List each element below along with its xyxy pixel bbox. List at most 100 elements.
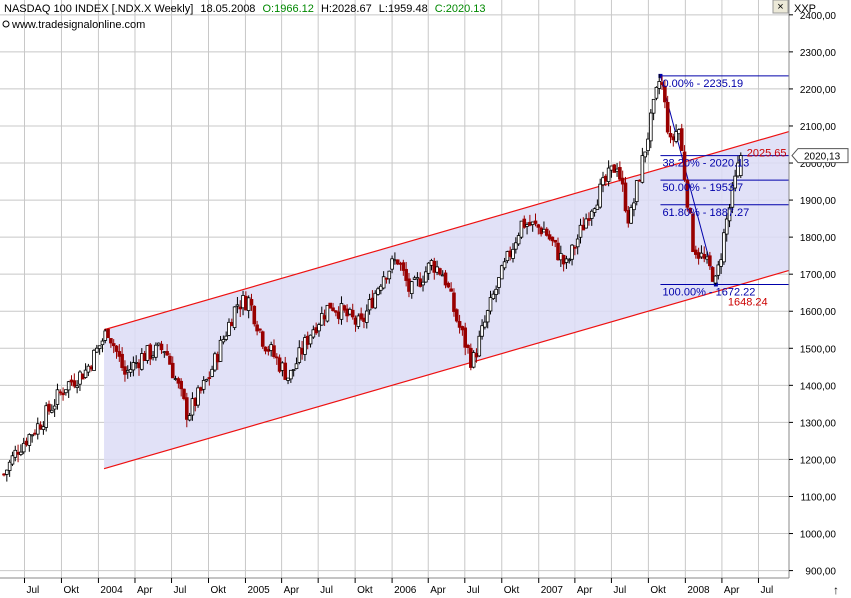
y-tick-label: 2000,00	[800, 159, 837, 170]
candle-body	[651, 98, 656, 114]
candle-body	[438, 268, 442, 275]
x-tick-label: 2008	[687, 585, 710, 596]
candle-body	[643, 151, 647, 158]
x-tick-label: Apr	[724, 585, 740, 596]
candle-body	[539, 227, 543, 235]
candle-body	[78, 371, 82, 385]
candle-body	[421, 281, 425, 286]
candle-body	[387, 270, 392, 280]
candle-body	[10, 455, 15, 465]
candle-body	[404, 268, 408, 281]
close-button[interactable]: ×	[772, 0, 789, 14]
candle-body	[637, 179, 642, 182]
candle-body	[373, 292, 378, 309]
candle-body	[283, 362, 288, 380]
candle-body	[269, 344, 273, 351]
candle-body	[2, 473, 6, 476]
y-axis: 900,00 1000,00 1100,00 1200,00 1300,00 1400,0…	[789, 11, 836, 578]
candle-body	[657, 81, 662, 89]
candle-body	[677, 129, 681, 135]
candle-body	[615, 168, 619, 172]
candle-body	[156, 342, 161, 346]
candle-body	[550, 236, 555, 242]
candle-body	[390, 258, 394, 270]
candle-body	[696, 252, 701, 259]
candle-body	[620, 177, 625, 185]
candle-body	[213, 353, 217, 371]
candle-body	[665, 101, 670, 133]
trend-channel[interactable]	[103, 130, 790, 470]
candle-body	[311, 329, 316, 338]
candle-body	[547, 234, 552, 240]
candle-body	[595, 204, 600, 210]
candle-body	[303, 337, 307, 355]
candle-body	[24, 440, 29, 446]
candle-body	[426, 262, 431, 274]
x-tick-label: Apr	[577, 585, 593, 596]
candle-body	[567, 259, 572, 262]
candle-body	[300, 347, 304, 355]
candle-body	[305, 335, 310, 345]
y-tick-label: 2100,00	[800, 122, 837, 133]
candle-body	[367, 299, 372, 311]
candle-body	[649, 112, 653, 142]
candle-body	[114, 345, 119, 352]
arrow-up-icon: ↑	[833, 583, 839, 597]
candle-body	[50, 409, 54, 413]
scroll-up-button[interactable]: ↑	[833, 583, 839, 597]
candle-body	[519, 220, 524, 238]
candle-body	[671, 136, 676, 141]
channel-lower-line	[103, 269, 790, 470]
header-low: L:1959.48	[379, 3, 428, 15]
fib-level-label: 61.80% - 1887.27	[662, 207, 749, 219]
candle-body	[331, 307, 335, 312]
candle-body	[272, 345, 276, 357]
candle-body	[398, 262, 403, 265]
candle-body	[235, 304, 240, 307]
y-tick-label: 2200,00	[800, 85, 837, 96]
header-date: 18.05.2008	[200, 3, 255, 15]
candle-body	[432, 260, 437, 273]
candle-body	[137, 362, 141, 369]
candle-body	[609, 165, 614, 171]
candle-body	[370, 297, 375, 309]
candle-body	[488, 297, 493, 312]
candle-body	[542, 228, 546, 233]
candle-body	[190, 398, 195, 416]
candle-body	[165, 351, 169, 356]
candle-body	[294, 363, 299, 370]
candle-body	[185, 397, 189, 420]
candle-body	[466, 344, 470, 348]
x-tick-label: Apr	[137, 585, 153, 596]
y-tick-label: 1300,00	[800, 418, 837, 429]
candle-body	[516, 235, 521, 245]
candle-body	[592, 208, 597, 213]
candle-body	[30, 434, 34, 437]
candle-body	[424, 271, 428, 283]
candle-body	[640, 155, 645, 183]
candle-body	[106, 328, 110, 338]
candle-body	[612, 164, 617, 173]
candle-body	[606, 167, 611, 182]
candle-body	[471, 352, 476, 368]
source-dot-icon	[2, 20, 10, 28]
candle-body	[80, 373, 85, 380]
candle-body	[95, 347, 99, 353]
candle-body	[162, 351, 167, 354]
candle-body	[319, 313, 324, 326]
price-badge-shape	[791, 148, 849, 164]
candle-body	[702, 254, 707, 259]
candle-body	[584, 218, 588, 229]
candle-body	[477, 335, 482, 357]
y-tick-label: 1800,00	[800, 233, 837, 244]
header-open: O:1966.12	[263, 3, 314, 15]
candle-body	[660, 82, 664, 85]
candle-body	[587, 218, 591, 221]
candle-body	[83, 369, 88, 378]
candle-body	[353, 317, 358, 325]
candle-body	[291, 369, 296, 371]
candle-body	[564, 258, 569, 263]
candle-body	[409, 281, 414, 294]
x-tick-label: Okt	[210, 585, 226, 596]
